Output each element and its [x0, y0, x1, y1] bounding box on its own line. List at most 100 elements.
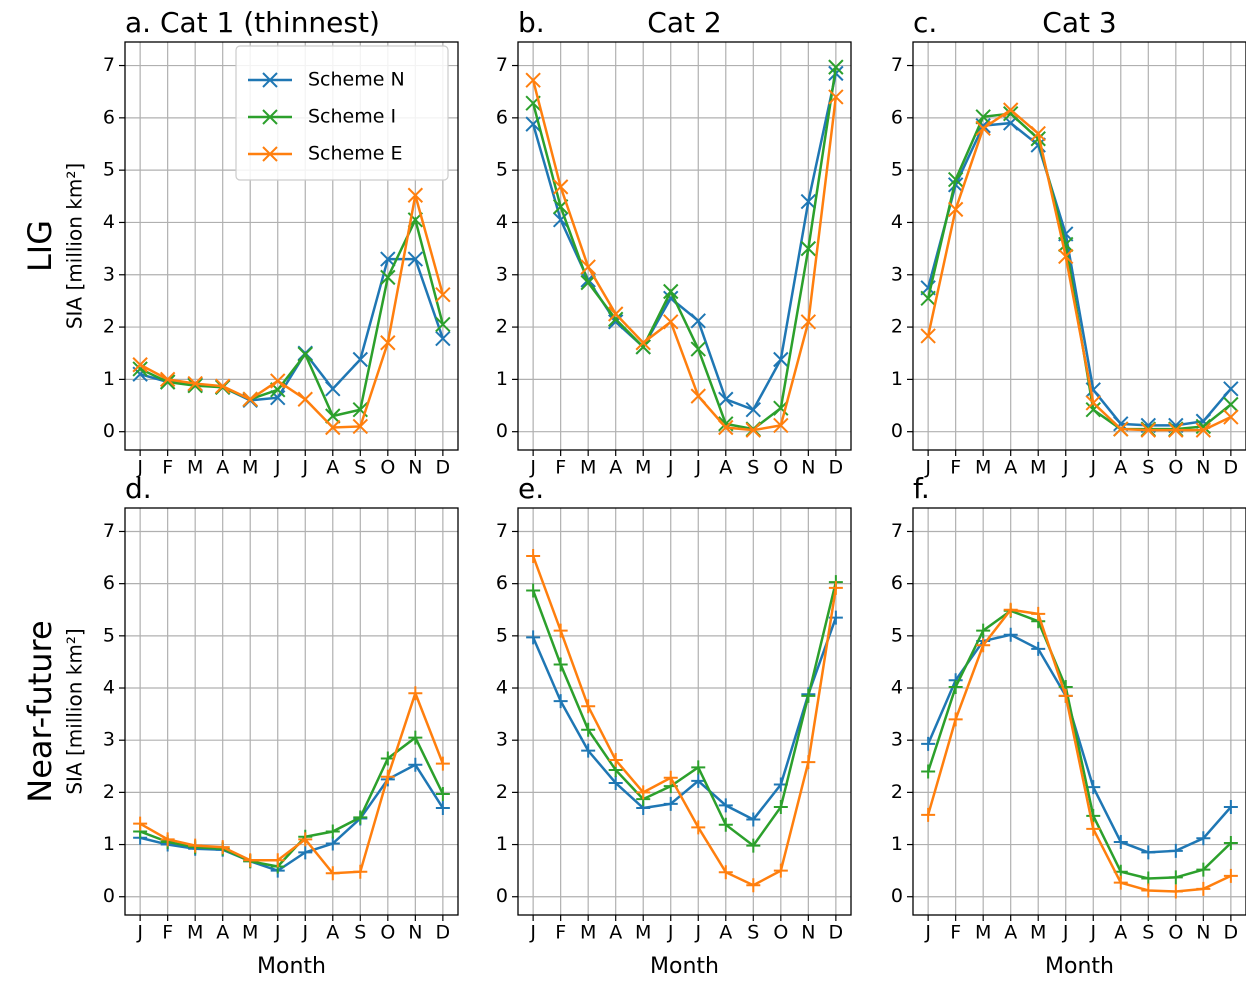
marker: [800, 193, 817, 210]
y-tick-label: 2: [103, 781, 115, 803]
x-tick-label: F: [162, 457, 173, 479]
marker: [921, 807, 936, 822]
panel-title: Cat 3: [1042, 6, 1116, 39]
y-tick-label: 5: [496, 624, 508, 646]
marker: [214, 378, 231, 394]
panel-label: e.: [518, 472, 544, 505]
x-tick-label: J: [924, 457, 931, 479]
marker: [526, 630, 541, 645]
y-tick-label: 6: [496, 106, 508, 128]
y-tick-label: 4: [103, 677, 115, 699]
x-tick-label: M: [975, 457, 991, 479]
series-line: [531, 555, 838, 887]
y-tick-label: 7: [891, 520, 903, 542]
marker: [215, 840, 230, 855]
x-tick-label: N: [801, 922, 815, 944]
y-tick-label: 3: [103, 263, 115, 285]
y-tick-label: 4: [496, 211, 508, 233]
x-tick-label: A: [609, 457, 622, 479]
x-tick-label: A: [1114, 457, 1127, 479]
axes-frame: [124, 507, 459, 916]
marker: [608, 775, 623, 790]
y-tick-label: 6: [103, 572, 115, 594]
x-tick-label: O: [773, 457, 788, 479]
marker: [1085, 402, 1101, 418]
x-tick-label: J: [274, 457, 281, 479]
y-tick-label: 1: [891, 368, 903, 390]
marker: [690, 388, 706, 404]
y-tick-label: 7: [496, 54, 508, 76]
y-tick-label: 2: [496, 781, 508, 803]
series-line: [139, 194, 445, 429]
marker: [435, 316, 451, 333]
marker: [746, 878, 761, 893]
series-line: [926, 112, 1232, 431]
y-tick-label: 4: [891, 677, 903, 699]
marker: [607, 306, 624, 322]
panel-label: d.: [125, 472, 152, 505]
x-tick-label: S: [747, 922, 759, 944]
x-tick-label: J: [924, 922, 931, 944]
x-tick-label: D: [1224, 922, 1239, 944]
marker: [187, 375, 203, 392]
series-line: [531, 79, 838, 432]
marker: [132, 357, 148, 373]
marker: [920, 290, 936, 307]
marker: [1030, 125, 1046, 142]
x-tick-label: J: [136, 922, 143, 944]
marker: [1086, 821, 1101, 836]
marker: [553, 657, 568, 672]
marker: [580, 259, 596, 275]
x-tick-label: A: [216, 457, 229, 479]
x-tick-label: A: [1004, 457, 1017, 479]
x-tick-label: D: [436, 457, 451, 479]
x-tick-label: J: [667, 457, 674, 479]
x-tick-label: S: [354, 457, 366, 479]
marker: [160, 832, 175, 847]
marker: [1003, 627, 1018, 642]
x-tick-label: O: [380, 922, 395, 944]
marker: [380, 769, 395, 784]
marker: [718, 865, 733, 880]
marker: [526, 583, 541, 598]
row-label: Near-future: [21, 620, 59, 802]
y-tick-label: 1: [496, 368, 508, 390]
y-tick-label: 7: [496, 520, 508, 542]
series-line: [139, 689, 445, 875]
x-axis-label: Month: [650, 954, 719, 979]
marker: [607, 311, 624, 327]
marker: [270, 389, 286, 406]
marker: [297, 346, 313, 362]
marker: [1113, 834, 1128, 849]
marker: [408, 686, 423, 701]
y-tick-label: 6: [103, 106, 115, 128]
marker: [1113, 875, 1128, 890]
marker: [270, 853, 285, 868]
marker: [1086, 808, 1101, 823]
marker: [581, 699, 596, 714]
y-tick-label: 3: [103, 729, 115, 751]
x-tick-label: J: [274, 922, 281, 944]
x-tick-label: M: [187, 457, 203, 479]
x-tick-label: M: [1030, 922, 1046, 944]
marker: [746, 838, 761, 853]
y-tick-label: 7: [891, 54, 903, 76]
marker: [608, 753, 623, 768]
y-tick-label: 2: [891, 781, 903, 803]
y-tick-label: 4: [891, 211, 903, 233]
y-tick-label: 4: [496, 677, 508, 699]
legend-label: Scheme E: [308, 143, 402, 165]
x-tick-label: J: [667, 922, 674, 944]
y-tick-label: 5: [891, 159, 903, 181]
y-tick-label: 0: [103, 420, 115, 442]
marker: [188, 838, 203, 853]
axes-frame: [912, 507, 1246, 916]
y-tick-label: 6: [891, 106, 903, 128]
x-tick-label: S: [1142, 457, 1154, 479]
marker: [1168, 843, 1183, 858]
marker: [1223, 799, 1238, 814]
x-tick-label: S: [1142, 922, 1154, 944]
marker: [828, 580, 843, 595]
series-line: [531, 581, 838, 848]
marker: [298, 832, 313, 847]
